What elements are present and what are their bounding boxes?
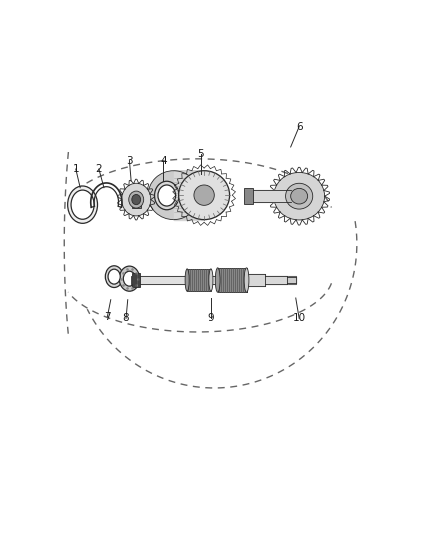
Text: 7: 7 — [104, 312, 111, 322]
Polygon shape — [247, 274, 265, 286]
Bar — [244, 188, 253, 204]
Polygon shape — [173, 171, 230, 220]
Ellipse shape — [244, 268, 249, 292]
Bar — [132, 273, 140, 287]
Ellipse shape — [274, 172, 325, 220]
Ellipse shape — [209, 269, 213, 291]
Ellipse shape — [108, 269, 120, 284]
Ellipse shape — [291, 188, 307, 204]
Text: 9: 9 — [208, 313, 214, 324]
Bar — [187, 269, 211, 291]
Bar — [132, 199, 141, 208]
Ellipse shape — [67, 186, 98, 223]
Text: 2: 2 — [95, 164, 102, 174]
Text: 1: 1 — [72, 164, 79, 174]
Text: 4: 4 — [160, 156, 167, 166]
Polygon shape — [287, 277, 296, 283]
Ellipse shape — [129, 191, 144, 208]
Ellipse shape — [179, 171, 230, 220]
Ellipse shape — [71, 190, 94, 219]
Text: 8: 8 — [123, 313, 129, 324]
Text: 3: 3 — [126, 156, 133, 166]
Polygon shape — [265, 276, 287, 284]
Text: 5: 5 — [198, 149, 204, 159]
Ellipse shape — [194, 185, 214, 205]
Ellipse shape — [286, 183, 313, 209]
Polygon shape — [131, 276, 296, 284]
Ellipse shape — [122, 183, 151, 216]
Ellipse shape — [185, 269, 189, 291]
Ellipse shape — [105, 266, 123, 287]
Ellipse shape — [124, 271, 135, 286]
Ellipse shape — [119, 266, 140, 291]
Ellipse shape — [148, 171, 199, 220]
Polygon shape — [253, 190, 291, 203]
Bar — [218, 268, 247, 292]
Ellipse shape — [132, 195, 141, 205]
Text: 6: 6 — [296, 122, 303, 132]
Ellipse shape — [155, 181, 179, 210]
Text: 10: 10 — [293, 313, 306, 324]
Ellipse shape — [158, 185, 176, 206]
Ellipse shape — [215, 268, 220, 292]
